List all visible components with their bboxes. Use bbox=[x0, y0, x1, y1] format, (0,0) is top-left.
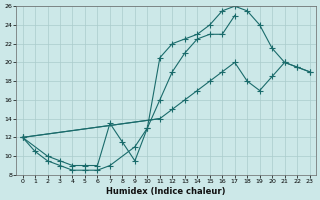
X-axis label: Humidex (Indice chaleur): Humidex (Indice chaleur) bbox=[106, 187, 226, 196]
